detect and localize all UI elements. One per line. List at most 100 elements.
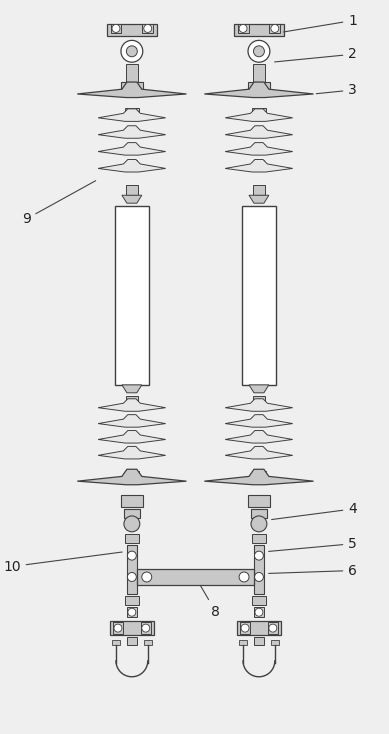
Bar — [240, 622, 250, 634]
Bar — [271, 640, 279, 645]
Bar — [125, 471, 139, 479]
Bar — [254, 545, 264, 595]
Bar — [125, 534, 139, 542]
Polygon shape — [225, 159, 293, 172]
Circle shape — [114, 624, 122, 632]
Polygon shape — [225, 431, 293, 443]
Circle shape — [124, 516, 140, 532]
Bar — [124, 509, 140, 518]
Bar — [144, 640, 152, 645]
Bar — [251, 509, 267, 518]
Circle shape — [241, 624, 249, 632]
Bar — [254, 607, 264, 617]
Polygon shape — [98, 142, 166, 155]
Text: 6: 6 — [269, 564, 357, 578]
Polygon shape — [225, 399, 293, 411]
Circle shape — [144, 24, 152, 32]
Bar — [141, 622, 151, 634]
Bar — [127, 432, 137, 438]
Bar — [254, 448, 264, 454]
Bar — [125, 596, 139, 606]
Polygon shape — [249, 385, 269, 393]
Circle shape — [254, 46, 265, 57]
Bar — [126, 64, 138, 82]
Bar — [110, 621, 154, 635]
Polygon shape — [98, 415, 166, 427]
Polygon shape — [77, 469, 186, 484]
Bar — [253, 185, 265, 195]
Circle shape — [271, 24, 279, 32]
Bar — [127, 637, 137, 645]
Polygon shape — [122, 385, 142, 393]
Polygon shape — [77, 82, 186, 98]
Circle shape — [239, 572, 249, 582]
Bar — [252, 596, 266, 606]
Text: 8: 8 — [197, 579, 220, 619]
Text: 3: 3 — [316, 83, 357, 97]
Bar — [142, 24, 153, 34]
Bar — [127, 545, 137, 595]
Polygon shape — [98, 126, 166, 138]
Bar — [126, 185, 138, 195]
Bar — [268, 622, 278, 634]
Polygon shape — [122, 195, 142, 203]
Polygon shape — [225, 126, 293, 138]
Text: 4: 4 — [272, 502, 357, 520]
Polygon shape — [98, 159, 166, 172]
Bar — [269, 24, 280, 34]
Bar — [253, 396, 265, 406]
Polygon shape — [225, 415, 293, 427]
Bar — [252, 534, 266, 542]
Bar — [254, 127, 264, 134]
Circle shape — [255, 608, 263, 617]
Bar — [248, 495, 270, 507]
Bar — [254, 144, 264, 150]
Bar — [127, 161, 137, 167]
Bar — [239, 640, 247, 645]
Circle shape — [142, 572, 152, 582]
Bar — [121, 82, 143, 94]
Bar — [125, 108, 139, 116]
Circle shape — [269, 624, 277, 632]
Bar — [127, 417, 137, 423]
Bar — [254, 417, 264, 423]
Circle shape — [254, 573, 263, 581]
Text: 10: 10 — [3, 552, 122, 573]
Bar — [254, 161, 264, 167]
Polygon shape — [204, 82, 314, 98]
Circle shape — [121, 40, 143, 62]
Bar — [254, 637, 264, 645]
Bar — [237, 621, 281, 635]
Circle shape — [248, 40, 270, 62]
Text: 5: 5 — [269, 537, 357, 551]
Bar — [254, 432, 264, 438]
Bar — [115, 206, 149, 385]
Circle shape — [128, 608, 136, 617]
Bar — [127, 607, 137, 617]
Circle shape — [127, 551, 136, 560]
Polygon shape — [225, 109, 293, 121]
Bar — [242, 206, 276, 385]
Circle shape — [239, 24, 247, 32]
Bar — [127, 127, 137, 134]
Circle shape — [126, 46, 137, 57]
Polygon shape — [225, 142, 293, 155]
Bar — [112, 640, 120, 645]
Bar — [137, 569, 254, 585]
Polygon shape — [204, 469, 314, 484]
Bar — [248, 82, 270, 94]
Polygon shape — [249, 195, 269, 203]
Bar — [121, 495, 143, 507]
Text: 9: 9 — [22, 181, 96, 226]
Polygon shape — [98, 399, 166, 411]
Bar — [253, 64, 265, 82]
Bar — [126, 396, 138, 406]
Bar — [234, 24, 284, 37]
Text: 2: 2 — [275, 47, 357, 62]
Polygon shape — [98, 109, 166, 121]
Bar — [127, 448, 137, 454]
Bar — [107, 24, 157, 37]
Bar — [113, 622, 123, 634]
Polygon shape — [98, 446, 166, 459]
Circle shape — [112, 24, 120, 32]
